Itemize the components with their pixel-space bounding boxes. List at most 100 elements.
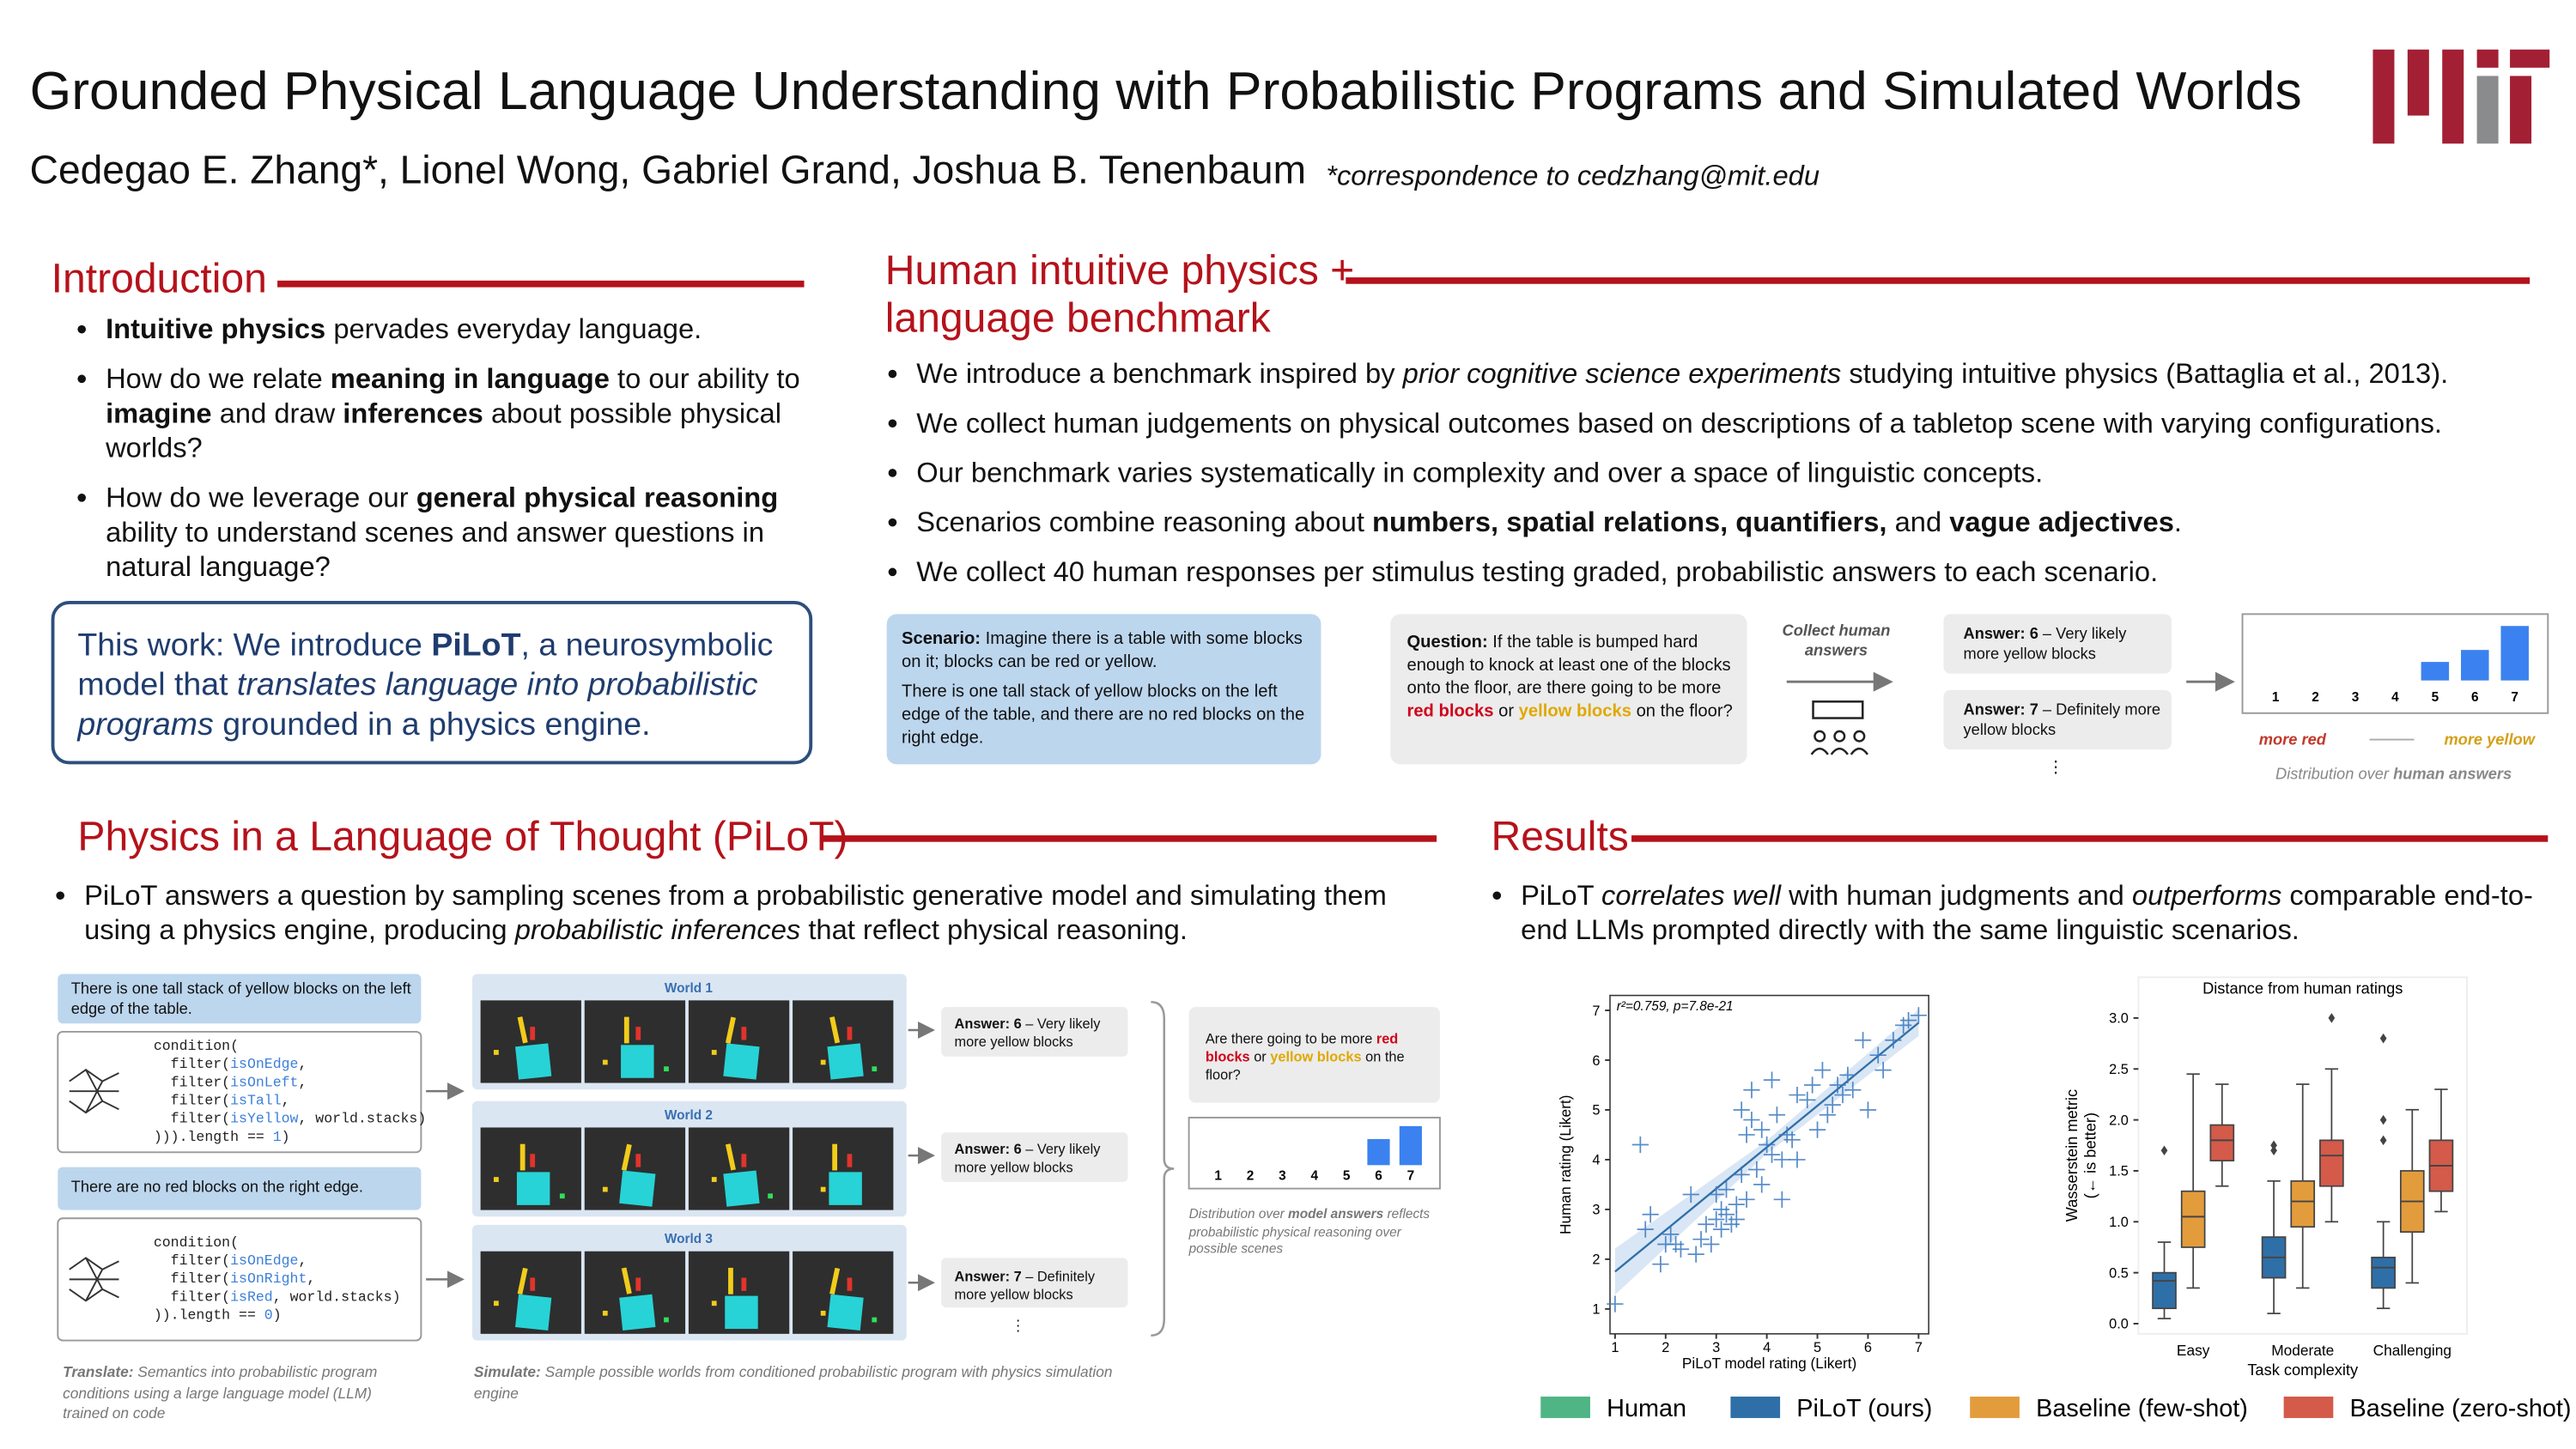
outlier bbox=[2160, 1145, 2168, 1155]
scene-box bbox=[621, 1045, 654, 1078]
bullet: Scenarios combine reasoning about number… bbox=[916, 505, 2551, 539]
text: on the floor? bbox=[1205, 1048, 1405, 1083]
point bbox=[1738, 1126, 1755, 1143]
scene-block bbox=[711, 1177, 717, 1182]
code-fn: isOnLeft bbox=[230, 1074, 299, 1092]
text: – Definitely more yellow blocks bbox=[1963, 701, 2161, 740]
text: – Very likely more yellow blocks bbox=[954, 1015, 1101, 1051]
y-tick-label: 5 bbox=[1592, 1103, 1600, 1119]
bullet-list: PiLoT answers a question by sampling sce… bbox=[54, 878, 1405, 962]
scene-block bbox=[711, 1050, 717, 1055]
paragraph: There is one tall stack of yellow blocks… bbox=[902, 680, 1311, 749]
title: Grounded Physical Language Understanding… bbox=[29, 61, 2302, 121]
x-tick-label: 2 bbox=[1662, 1340, 1669, 1355]
code-line: filter(isOnEdge, bbox=[154, 1253, 401, 1271]
point bbox=[1692, 1231, 1710, 1248]
point bbox=[1885, 1032, 1902, 1049]
bullet: We introduce a benchmark inspired by pri… bbox=[916, 356, 2551, 391]
legend-label: Baseline (zero-shot) bbox=[2350, 1395, 2572, 1422]
point bbox=[1773, 1151, 1790, 1168]
ellipsis: ⋮ bbox=[2047, 759, 2064, 778]
legend-label: PiLoT (ours) bbox=[1796, 1395, 1932, 1422]
point bbox=[1783, 1131, 1801, 1149]
text: ability to understand scenes and answer … bbox=[106, 516, 765, 583]
outlier bbox=[2379, 1114, 2387, 1125]
sentence: There are no red blocks on the right edg… bbox=[70, 1179, 363, 1197]
italic-text: prior cognitive science experiments bbox=[1402, 358, 1842, 390]
bold-text: Answer: 7 bbox=[1963, 701, 2038, 720]
bullet: We collect human judgements on physical … bbox=[916, 406, 2551, 440]
y-tick-label: 1.5 bbox=[2109, 1164, 2129, 1179]
box bbox=[2290, 1179, 2316, 1228]
point bbox=[1662, 1226, 1680, 1243]
text: on the floor? bbox=[1631, 701, 1733, 722]
scene-block bbox=[519, 1143, 526, 1171]
answer-box bbox=[1943, 614, 2172, 674]
code-box bbox=[57, 1217, 422, 1342]
point bbox=[1698, 1216, 1715, 1233]
code-line: filter(isRed, world.stacks) bbox=[154, 1289, 401, 1307]
annotation: more red bbox=[2259, 730, 2327, 748]
scene-block bbox=[517, 1267, 528, 1295]
y-axis-label: Wasserstein metric bbox=[2063, 1089, 2081, 1222]
outlier bbox=[2379, 1135, 2387, 1146]
bold-text: general physical reasoning bbox=[416, 482, 779, 514]
x-tick-label: 4 bbox=[2391, 690, 2399, 705]
question-text: Are there going to be more red blocks or… bbox=[1206, 1030, 1429, 1084]
bar bbox=[2500, 626, 2529, 681]
caption: Simulate: Sample possible worlds from co… bbox=[474, 1362, 1134, 1404]
point bbox=[1637, 1221, 1654, 1238]
scene-block bbox=[635, 1277, 641, 1291]
text: Our benchmark varies systematically in c… bbox=[916, 457, 2044, 489]
y-tick-label: 2.5 bbox=[2109, 1062, 2129, 1077]
bullet: PiLoT answers a question by sampling sce… bbox=[84, 878, 1405, 948]
point bbox=[1642, 1206, 1659, 1223]
y-tick-label: 1.0 bbox=[2109, 1215, 2129, 1230]
x-tick-label: 4 bbox=[1310, 1169, 1318, 1184]
authors: Cedegao E. Zhang*, Lionel Wong, Gabriel … bbox=[29, 149, 1307, 193]
point bbox=[1733, 1166, 1750, 1183]
annotation: r²=0.759, p=7.8e-21 bbox=[1617, 999, 1734, 1014]
question-box bbox=[1188, 1007, 1440, 1103]
box bbox=[2209, 1124, 2235, 1161]
point bbox=[1717, 1181, 1735, 1198]
point bbox=[1910, 1007, 1927, 1024]
text: or bbox=[1493, 701, 1519, 722]
text: condition( bbox=[153, 1234, 240, 1252]
legend-label: Human bbox=[1607, 1395, 1686, 1422]
answer-box bbox=[1943, 689, 2172, 750]
code-line: filter(isYellow, world.stacks) bbox=[154, 1111, 427, 1129]
y-axis-label: (← is better) bbox=[2081, 1113, 2099, 1198]
code-fn: isYellow bbox=[230, 1111, 299, 1128]
x-tick-label: 6 bbox=[1375, 1169, 1382, 1184]
section-heading: Results bbox=[1491, 814, 1629, 860]
scene-block bbox=[847, 1154, 853, 1167]
bold-text: imagine bbox=[106, 397, 212, 430]
text: How do we leverage our bbox=[106, 482, 416, 514]
bold-text: Simulate: bbox=[473, 1363, 541, 1380]
answer-box bbox=[941, 1258, 1128, 1308]
scene-block bbox=[494, 1300, 499, 1307]
scene-block bbox=[725, 1143, 736, 1171]
world-label: World 1 bbox=[665, 981, 714, 996]
box bbox=[2319, 1139, 2344, 1187]
code-line: filter(isOnEdge, bbox=[154, 1057, 426, 1075]
code-fn: 0 bbox=[264, 1307, 273, 1325]
y-tick-label: 0.0 bbox=[2109, 1317, 2129, 1332]
answer: Answer: 7 – Definitely more yellow block… bbox=[955, 1268, 1120, 1304]
scene-box bbox=[619, 1170, 656, 1207]
ellipsis: ⋮ bbox=[1010, 1317, 1026, 1334]
text: ) bbox=[272, 1307, 282, 1325]
code-box bbox=[57, 1030, 422, 1154]
point bbox=[1708, 1185, 1725, 1203]
section-heading: Human intuitive physics + language bench… bbox=[884, 247, 1355, 343]
legend-swatch bbox=[1540, 1396, 1590, 1418]
text: Imagine there is a table with some block… bbox=[902, 628, 1303, 672]
point bbox=[1859, 1101, 1877, 1119]
scene-block bbox=[623, 1016, 629, 1044]
question-box bbox=[1390, 614, 1747, 765]
bold-text: numbers, spatial relations, quantifiers, bbox=[1371, 506, 1887, 538]
point bbox=[1717, 1206, 1735, 1223]
legend-swatch bbox=[1730, 1396, 1781, 1418]
point bbox=[1808, 1121, 1826, 1138]
